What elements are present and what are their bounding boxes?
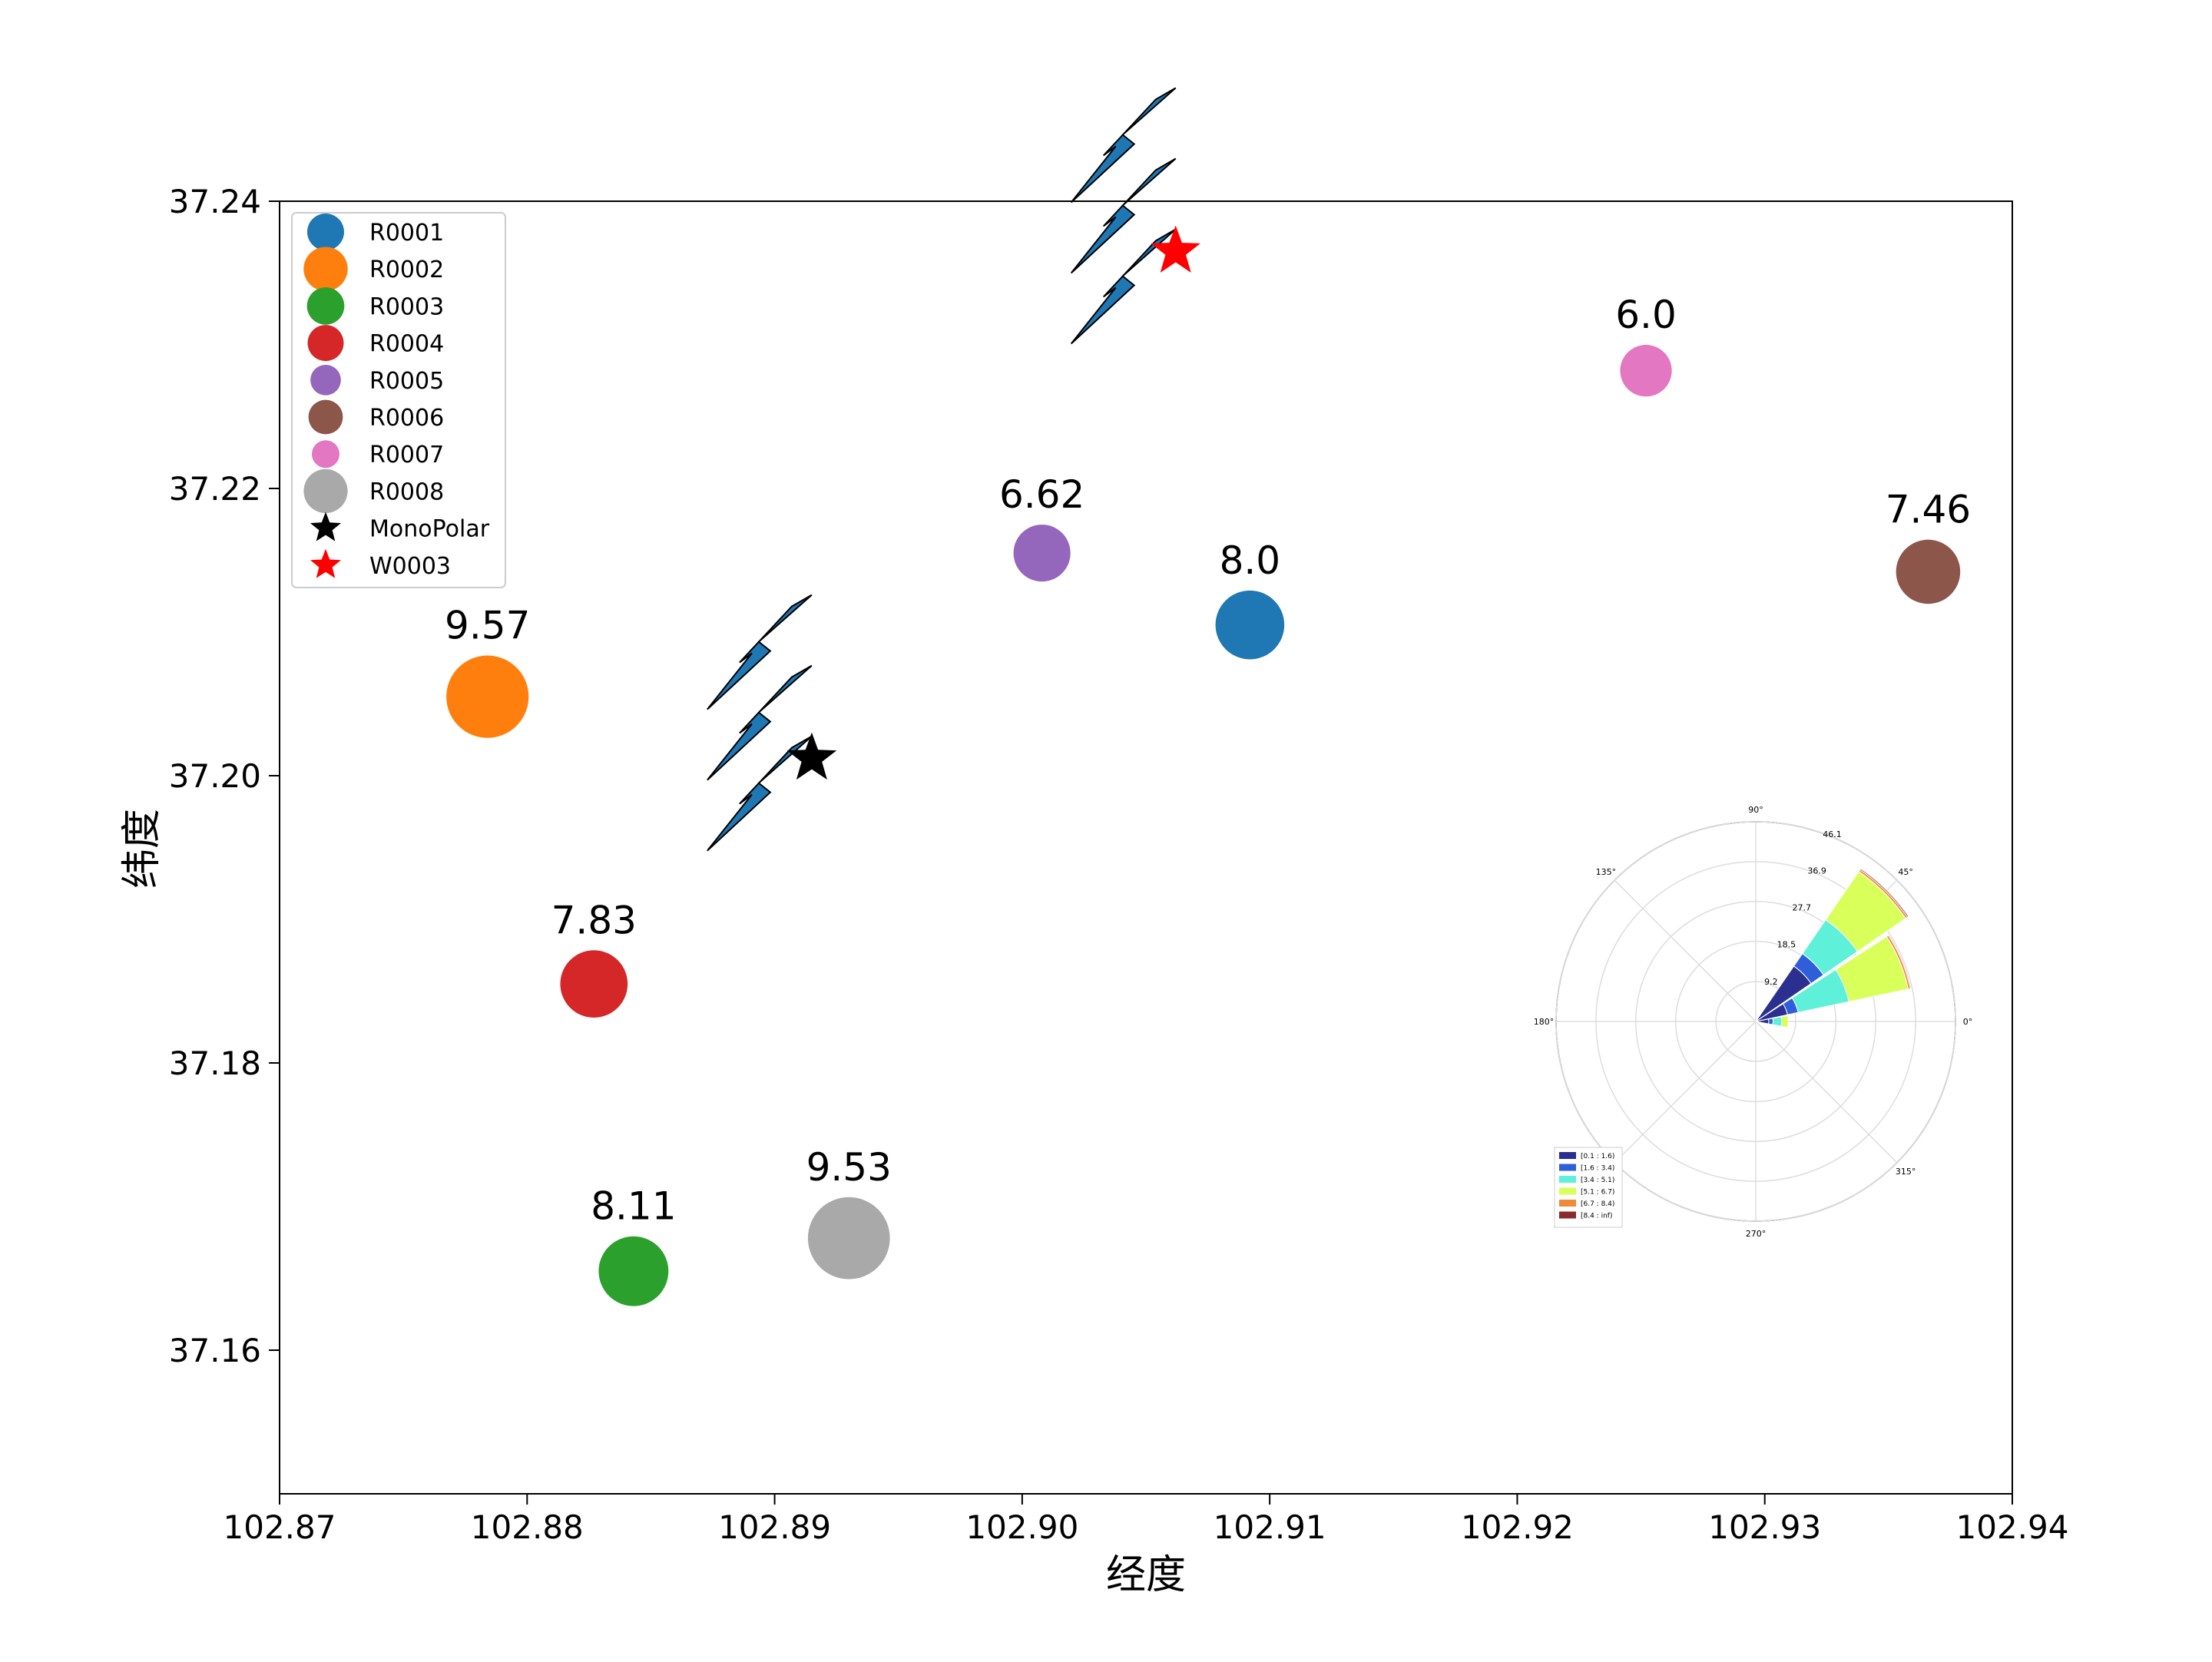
windrose-radial-label: 36.9 <box>1807 866 1826 876</box>
point-r0005 <box>1013 525 1071 582</box>
windrose-angle-label: 270° <box>1746 1229 1767 1239</box>
legend-marker <box>307 325 344 362</box>
point-r0004 <box>560 950 628 1018</box>
windrose-radial-label: 9.2 <box>1764 977 1778 987</box>
windrose-petal-segment <box>1780 1015 1789 1028</box>
windrose-legend-swatch <box>1559 1164 1576 1171</box>
point-r0007 <box>1620 345 1672 397</box>
windrose-legend-label: [5.1 : 6.7) <box>1581 1189 1614 1197</box>
windrose-petal-segment <box>1768 1018 1774 1025</box>
legend-star-icon <box>310 512 341 541</box>
legend-marker <box>306 287 345 325</box>
point-r0002 <box>446 655 529 738</box>
y-tick-label: 37.18 <box>169 1045 261 1082</box>
y-tick-label: 37.16 <box>169 1332 261 1369</box>
point-r0001 <box>1215 590 1285 660</box>
marker-monopolar <box>786 732 837 780</box>
legend-label: W0003 <box>369 553 451 580</box>
value-label: 9.57 <box>445 604 530 648</box>
windrose-spoke <box>1614 1021 1757 1164</box>
legend-label: R0007 <box>369 442 444 468</box>
windrose-legend-label: [3.4 : 5.1) <box>1581 1177 1614 1184</box>
y-tick-label: 37.20 <box>169 757 261 795</box>
value-label: 8.11 <box>591 1184 676 1229</box>
x-axis-label: 经度 <box>1106 1552 1186 1598</box>
windrose-radial-label: 27.7 <box>1793 903 1812 913</box>
y-axis-label: 纬度 <box>119 809 165 889</box>
windrose-legend-label: [8.4 : inf) <box>1581 1213 1612 1220</box>
point-r0003 <box>598 1236 669 1306</box>
x-tick-label: 102.90 <box>965 1508 1078 1546</box>
legend-label: R0002 <box>369 257 444 283</box>
axis-ticks: 102.87 102.88 102.89 102.90 102.91 102.92 102.… <box>169 183 2069 1546</box>
legend-label: R0005 <box>369 368 444 395</box>
value-label: 7.83 <box>551 898 637 942</box>
legend-marker <box>308 399 343 435</box>
legend-marker <box>303 247 348 291</box>
point-r0006 <box>1896 539 1961 604</box>
legend-label: MonoPolar <box>369 516 490 543</box>
windrose-legend-label: [0.1 : 1.6) <box>1581 1153 1614 1160</box>
windrose-legend-swatch <box>1559 1187 1576 1195</box>
y-tick-label: 37.24 <box>169 183 261 220</box>
windrose-radial-label: 18.5 <box>1777 940 1796 950</box>
value-label: 6.62 <box>999 472 1084 517</box>
windrose-radial-label: 46.1 <box>1823 829 1842 839</box>
legend-label: R0003 <box>369 293 444 320</box>
windrose-angle-label: 90° <box>1748 805 1763 815</box>
wind-arrow-icon <box>1070 87 1177 204</box>
x-tick-label: 102.93 <box>1708 1508 1821 1546</box>
x-tick-label: 102.92 <box>1461 1508 1574 1546</box>
windrose-spoke <box>1614 879 1757 1022</box>
x-tick-label: 102.91 <box>1214 1508 1326 1546</box>
windrose-inset: 0° 45° 90° 135° 180° 270° 315° 9.2 18.5 27.7 36.9 4… <box>1534 805 1973 1239</box>
wind-arrow-icon <box>1070 228 1177 345</box>
wind-arrow-icon <box>707 735 813 852</box>
windrose-angle-label: 315° <box>1896 1167 1916 1177</box>
windrose-legend-label: [1.6 : 3.4) <box>1581 1165 1614 1173</box>
windrose-petal-segment <box>1887 934 1912 989</box>
point-r0008 <box>807 1197 890 1280</box>
windrose-petal-segment <box>1859 868 1909 918</box>
windrose-legend-label: [6.7 : 8.4) <box>1581 1200 1614 1208</box>
x-tick-label: 102.94 <box>1956 1508 2069 1546</box>
windrose-spoke <box>1755 1021 1898 1164</box>
windrose-petal-segment <box>1772 1016 1783 1027</box>
x-tick-label: 102.89 <box>718 1508 831 1546</box>
x-tick-label: 102.87 <box>224 1508 336 1546</box>
wind-arrows <box>707 87 1177 852</box>
value-label: 7.46 <box>1886 488 1971 532</box>
x-tick-label: 102.88 <box>471 1508 584 1546</box>
value-label: 6.0 <box>1615 293 1677 337</box>
legend-label: R0006 <box>369 405 444 432</box>
wind-arrow-icon <box>707 664 813 781</box>
windrose-angle-label: 45° <box>1898 867 1913 877</box>
legend-label: R0008 <box>369 478 444 505</box>
windrose-legend-swatch <box>1559 1152 1576 1159</box>
windrose-legend-swatch <box>1559 1200 1576 1207</box>
legend-label: R0001 <box>369 220 444 247</box>
y-tick-label: 37.22 <box>169 470 261 508</box>
value-label: 9.53 <box>806 1145 892 1190</box>
value-label: 8.0 <box>1220 538 1281 583</box>
data-points: 8.0 9.57 8.11 7.83 6.62 7.46 6.0 9.53 <box>445 225 1971 1306</box>
legend-marker <box>312 440 339 468</box>
windrose-legend-swatch <box>1559 1176 1576 1183</box>
windrose-legend-swatch <box>1559 1211 1576 1219</box>
legend-star-icon <box>310 548 341 578</box>
legend-label: R0004 <box>369 331 444 358</box>
wind-arrow-icon <box>1070 157 1177 274</box>
legend-marker <box>310 364 341 396</box>
legend: R0001 R0002 R0003 R0004 R0005 R0006 R0007 R0008… <box>291 212 506 588</box>
marker-w0003 <box>1151 225 1200 273</box>
legend-marker <box>303 468 348 513</box>
windrose-angle-label: 0° <box>1963 1017 1973 1027</box>
wind-arrow-icon <box>707 594 813 710</box>
windrose-angle-label: 180° <box>1534 1017 1555 1027</box>
windrose-angle-label: 135° <box>1596 867 1617 877</box>
legend-marker <box>307 214 344 250</box>
